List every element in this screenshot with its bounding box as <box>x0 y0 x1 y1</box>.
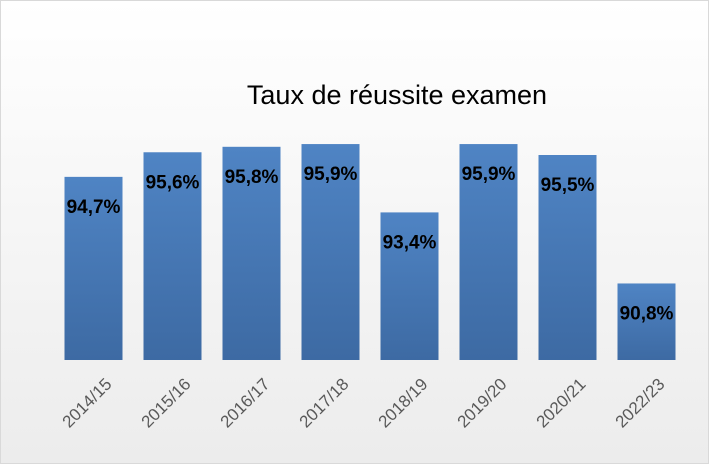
data-label: 93,4% <box>383 232 437 253</box>
data-label: 95,9% <box>304 164 358 185</box>
bar <box>64 176 123 360</box>
data-label: 95,5% <box>541 175 595 196</box>
bar <box>459 144 518 360</box>
bar <box>538 155 597 360</box>
chart-title: Taux de réussite examen <box>247 80 547 110</box>
data-label: 90,8% <box>620 303 674 324</box>
bar <box>617 283 676 360</box>
data-label: 94,7% <box>67 197 121 218</box>
data-label: 95,9% <box>462 164 516 185</box>
bar <box>380 212 439 360</box>
data-label: 95,6% <box>146 172 200 193</box>
bar <box>222 146 281 360</box>
data-label: 95,8% <box>225 167 279 188</box>
bar <box>143 152 202 360</box>
bar <box>301 144 360 360</box>
